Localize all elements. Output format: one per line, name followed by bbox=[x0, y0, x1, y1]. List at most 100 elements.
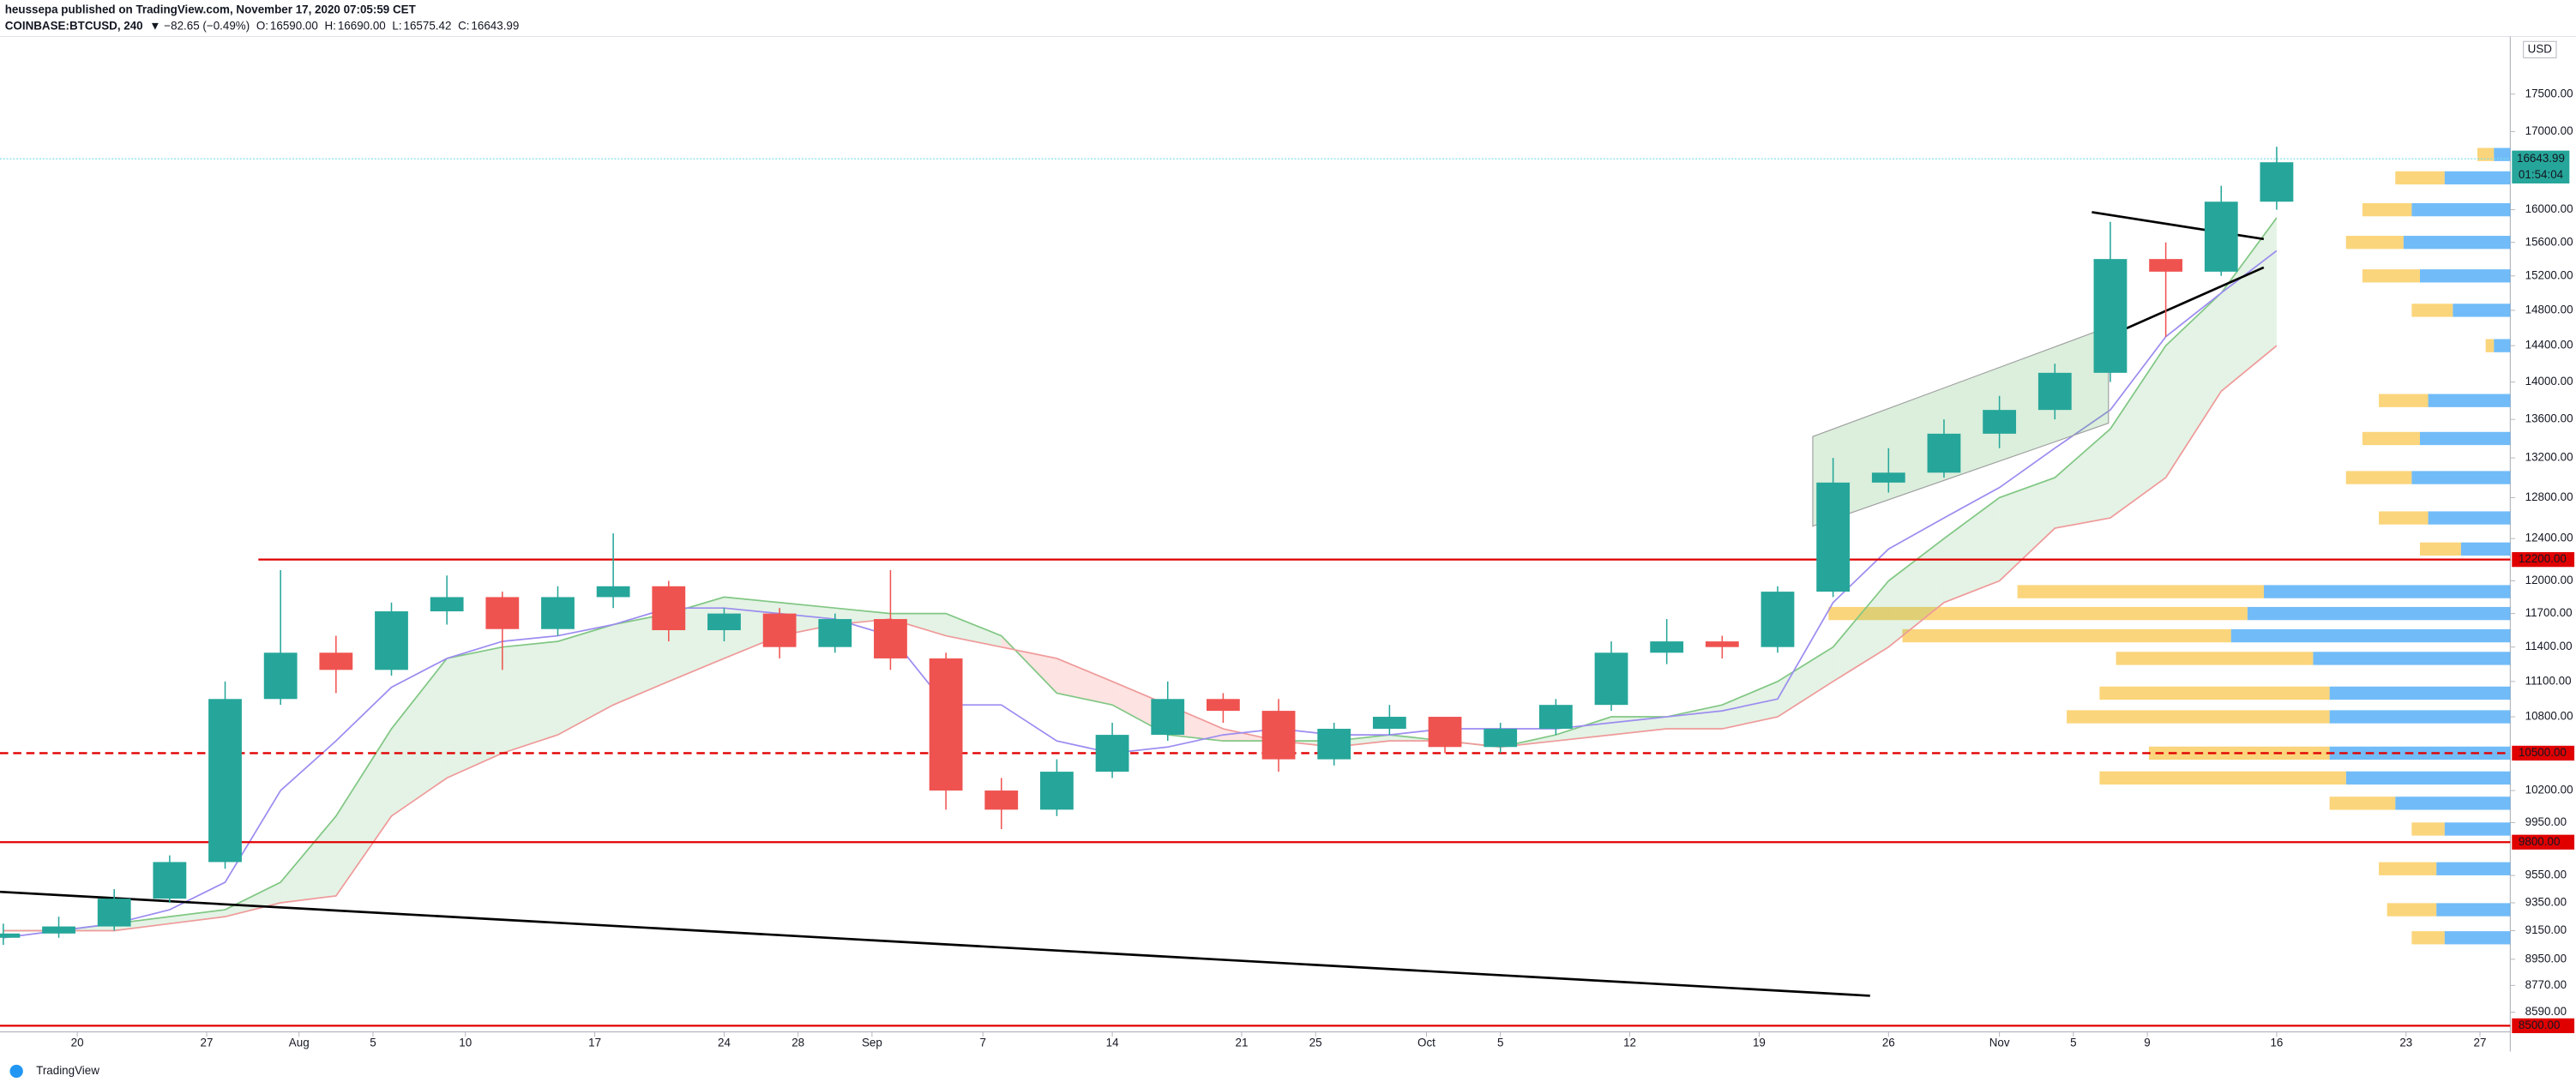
y-tick-label: 9150.00 bbox=[2525, 923, 2567, 936]
countdown: 01:54:04 bbox=[2519, 168, 2564, 181]
x-tick-label: 23 bbox=[2399, 1036, 2412, 1049]
cloud bbox=[2055, 429, 2110, 529]
profile-up bbox=[2444, 822, 2511, 836]
trend-line bbox=[2119, 266, 2265, 333]
level-label: 8500.00 bbox=[2519, 1019, 2560, 1031]
profile-up bbox=[2247, 606, 2511, 621]
candle-body bbox=[1372, 717, 1406, 730]
cloud bbox=[502, 641, 558, 754]
y-tick-label: 8770.00 bbox=[2525, 978, 2567, 991]
x-tick-label: 25 bbox=[1309, 1036, 1322, 1049]
y-tick-label: 11100.00 bbox=[2525, 674, 2572, 687]
y-tick-label: 12800.00 bbox=[2525, 490, 2573, 503]
candle-body bbox=[1151, 699, 1185, 736]
candle-body bbox=[0, 933, 21, 938]
y-tick-label: 14400.00 bbox=[2525, 339, 2573, 352]
candle-body bbox=[1538, 705, 1573, 730]
cloud bbox=[114, 917, 170, 931]
candle-body bbox=[596, 586, 630, 598]
candle-body bbox=[2149, 259, 2183, 272]
candle-body bbox=[762, 613, 797, 647]
cloud bbox=[280, 815, 336, 903]
level-tag bbox=[2512, 552, 2575, 568]
cloud bbox=[169, 910, 226, 924]
candle-body bbox=[1760, 592, 1795, 647]
profile-up bbox=[2230, 628, 2511, 643]
candle-body bbox=[2037, 372, 2072, 411]
cloud bbox=[1943, 497, 2000, 603]
ohlc-value: 16590.00 bbox=[270, 20, 318, 33]
candle-body bbox=[1816, 482, 1851, 592]
profile-down bbox=[2379, 511, 2429, 525]
profile-down bbox=[2329, 796, 2396, 810]
x-tick-label: Aug bbox=[289, 1036, 310, 1049]
profile-down bbox=[2411, 822, 2445, 836]
x-tick-label: 27 bbox=[201, 1036, 214, 1049]
profile-up bbox=[2494, 147, 2511, 161]
x-tick-label: 14 bbox=[1106, 1036, 1119, 1049]
x-tick-label: 5 bbox=[370, 1036, 376, 1049]
ohlc-value: 16643.99 bbox=[471, 20, 519, 33]
profile-down bbox=[2386, 903, 2437, 917]
level-label: 9800.00 bbox=[2519, 835, 2560, 848]
x-tick-label: 10 bbox=[459, 1036, 472, 1049]
profile-up bbox=[2428, 511, 2511, 525]
profile-up bbox=[2428, 394, 2511, 407]
change: ▼ −82.65 (−0.49%) bbox=[149, 20, 250, 33]
candle-body bbox=[1040, 772, 1074, 810]
profile-down bbox=[2379, 862, 2437, 875]
profile-down bbox=[2067, 710, 2330, 724]
cloud bbox=[1056, 658, 1113, 706]
profile-up bbox=[2419, 269, 2511, 283]
cloud bbox=[225, 882, 281, 917]
y-tick-label: 15600.00 bbox=[2525, 235, 2573, 248]
cloud bbox=[1666, 705, 1723, 730]
span_b-line bbox=[3, 345, 2278, 932]
candle-body bbox=[1650, 641, 1684, 653]
profile-down bbox=[2099, 686, 2330, 700]
candle-body bbox=[2260, 162, 2294, 202]
x-tick-label: 26 bbox=[1882, 1036, 1895, 1049]
candle-body bbox=[375, 611, 408, 670]
candle-body bbox=[984, 790, 1019, 810]
profile-down bbox=[2362, 202, 2412, 217]
candle-body bbox=[97, 899, 131, 927]
y-tick-label: 13200.00 bbox=[2525, 451, 2573, 464]
profile-down bbox=[1902, 628, 2231, 643]
ohlc-label: H: bbox=[325, 20, 336, 33]
cloud bbox=[1777, 646, 1833, 718]
trend-line bbox=[0, 890, 1870, 997]
currency: USD bbox=[2528, 42, 2553, 55]
span_a-line bbox=[3, 217, 2278, 932]
x-tick-label: Oct bbox=[1417, 1036, 1435, 1049]
candle-body bbox=[319, 652, 353, 670]
candle-body bbox=[2204, 201, 2238, 272]
candle-body bbox=[1983, 410, 2017, 434]
x-tick-label: 12 bbox=[1623, 1036, 1636, 1049]
ohlc-label: C: bbox=[458, 20, 469, 33]
y-tick-label: 17000.00 bbox=[2525, 124, 2573, 137]
ohlc-value: 16690.00 bbox=[338, 20, 386, 33]
cloud bbox=[2165, 292, 2222, 478]
profile-down bbox=[2345, 236, 2404, 249]
cloud bbox=[557, 624, 614, 736]
candle-body bbox=[1484, 729, 1518, 748]
profile-down bbox=[2345, 471, 2412, 484]
level-label: 12200.00 bbox=[2519, 552, 2567, 565]
x-tick-label: 5 bbox=[2070, 1036, 2076, 1049]
ohlc-value: 16575.42 bbox=[404, 20, 452, 33]
profile-down bbox=[2395, 171, 2445, 185]
candle-body bbox=[2093, 259, 2128, 373]
y-tick-label: 12000.00 bbox=[2525, 574, 2573, 586]
profile-up bbox=[2436, 903, 2511, 917]
x-tick-label: 9 bbox=[2144, 1036, 2150, 1049]
level-tag bbox=[2512, 1018, 2575, 1034]
y-tick-label: 14000.00 bbox=[2525, 375, 2573, 388]
y-tick-label: 10200.00 bbox=[2525, 784, 2573, 796]
y-tick-label: 10800.00 bbox=[2525, 710, 2573, 723]
symbol: COINBASE:BTCUSD, 240 bbox=[5, 20, 143, 33]
profile-down bbox=[2411, 931, 2445, 945]
profile-up bbox=[2444, 931, 2511, 945]
